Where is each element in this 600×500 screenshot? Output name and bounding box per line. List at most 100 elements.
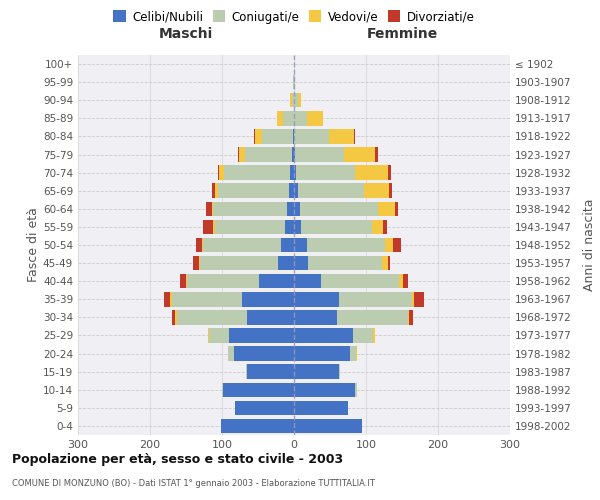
Bar — [294, 111, 307, 126]
Bar — [218, 184, 289, 198]
Bar — [294, 256, 308, 270]
Bar — [377, 202, 395, 216]
Text: Femmine: Femmine — [367, 26, 437, 40]
Bar — [234, 346, 294, 361]
Bar — [221, 418, 294, 433]
Text: COMUNE DI MONZUNO (BO) - Dati ISTAT 1° gennaio 2003 - Elaborazione TUTTITALIA.IT: COMUNE DI MONZUNO (BO) - Dati ISTAT 1° g… — [12, 479, 375, 488]
Bar — [246, 364, 247, 379]
Bar — [281, 238, 294, 252]
Bar — [239, 148, 245, 162]
Bar — [203, 238, 281, 252]
Bar — [353, 328, 373, 342]
Bar — [222, 382, 223, 397]
Bar — [338, 292, 412, 306]
Bar — [382, 256, 388, 270]
Bar — [364, 184, 389, 198]
Bar — [199, 256, 200, 270]
Bar — [294, 310, 337, 324]
Bar — [301, 220, 372, 234]
Bar — [295, 148, 344, 162]
Bar — [298, 93, 301, 108]
Bar — [287, 202, 294, 216]
Bar — [212, 184, 215, 198]
Bar — [408, 310, 409, 324]
Bar — [374, 148, 377, 162]
Bar — [294, 220, 301, 234]
Bar — [394, 238, 401, 252]
Bar — [254, 129, 255, 144]
Legend: Celibi/Nubili, Coniugati/e, Vedovi/e, Divorziati/e: Celibi/Nubili, Coniugati/e, Vedovi/e, Di… — [113, 11, 475, 24]
Bar — [294, 382, 355, 397]
Bar — [294, 202, 300, 216]
Bar — [215, 220, 286, 234]
Bar — [180, 274, 186, 288]
Bar — [212, 202, 214, 216]
Bar — [294, 129, 329, 144]
Text: Popolazione per età, sesso e stato civile - 2003: Popolazione per età, sesso e stato civil… — [12, 452, 343, 466]
Bar — [277, 111, 283, 126]
Bar — [290, 166, 294, 180]
Bar — [172, 310, 175, 324]
Bar — [372, 220, 383, 234]
Bar — [388, 256, 391, 270]
Bar — [247, 364, 294, 379]
Bar — [294, 93, 298, 108]
Bar — [292, 93, 294, 108]
Bar — [350, 346, 356, 361]
Bar — [262, 129, 293, 144]
Bar — [215, 184, 218, 198]
Bar — [389, 184, 392, 198]
Y-axis label: Fasce di età: Fasce di età — [27, 208, 40, 282]
Bar — [294, 148, 295, 162]
Bar — [175, 310, 176, 324]
Bar — [206, 202, 212, 216]
Bar — [294, 400, 348, 415]
Bar — [219, 166, 224, 180]
Bar — [354, 129, 355, 144]
Bar — [322, 274, 399, 288]
Bar — [209, 328, 229, 342]
Bar — [214, 220, 215, 234]
Bar — [170, 292, 172, 306]
Bar — [223, 382, 294, 397]
Bar — [172, 292, 242, 306]
Bar — [294, 418, 362, 433]
Bar — [294, 274, 322, 288]
Bar — [245, 148, 292, 162]
Bar — [229, 346, 234, 361]
Bar — [298, 184, 364, 198]
Bar — [228, 346, 229, 361]
Bar — [413, 292, 424, 306]
Bar — [218, 166, 219, 180]
Bar — [293, 129, 294, 144]
Bar — [202, 238, 203, 252]
Bar — [307, 238, 385, 252]
Bar — [329, 129, 354, 144]
Bar — [176, 310, 247, 324]
Bar — [292, 148, 294, 162]
Bar — [294, 346, 350, 361]
Bar — [196, 238, 202, 252]
Bar — [356, 346, 358, 361]
Bar — [337, 310, 408, 324]
Bar — [373, 328, 374, 342]
Bar — [293, 75, 294, 90]
Bar — [283, 111, 294, 126]
Bar — [294, 184, 298, 198]
Bar — [355, 382, 356, 397]
Bar — [383, 220, 387, 234]
Bar — [403, 274, 409, 288]
Bar — [385, 238, 394, 252]
Bar — [294, 166, 296, 180]
Bar — [193, 256, 199, 270]
Bar — [242, 292, 294, 306]
Bar — [409, 310, 413, 324]
Bar — [395, 202, 398, 216]
Bar — [294, 75, 295, 90]
Bar — [412, 292, 413, 306]
Bar — [255, 129, 262, 144]
Bar — [224, 166, 290, 180]
Bar — [235, 400, 294, 415]
Bar — [186, 274, 187, 288]
Bar — [294, 238, 307, 252]
